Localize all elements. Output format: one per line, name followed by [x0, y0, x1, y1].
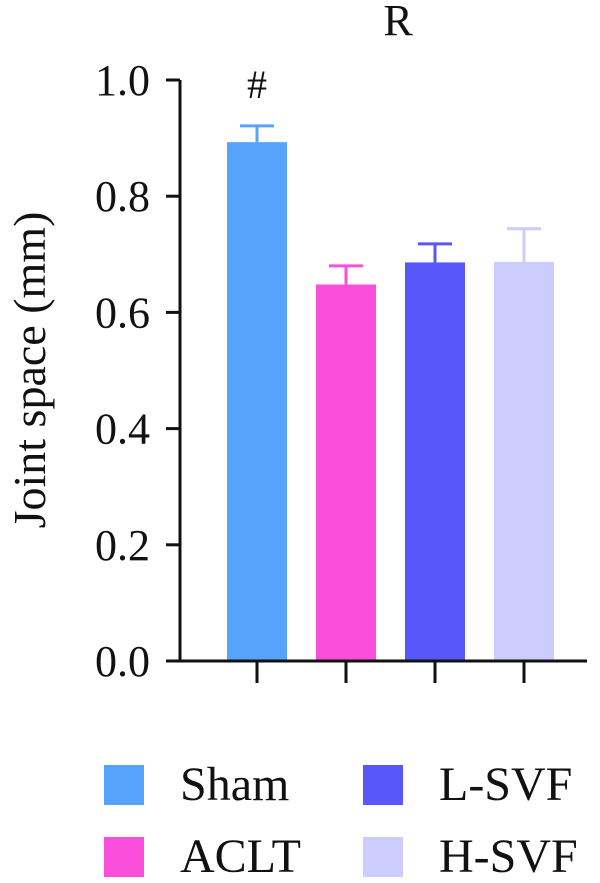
y-axis-ticks: 0.0 0.2 0.4 0.6 0.8 1.0 — [95, 56, 180, 686]
y-tick-label-4: 0.8 — [95, 172, 150, 221]
x-axis-ticks — [255, 661, 526, 683]
bar-l-svf — [405, 262, 465, 661]
y-tick-label-3: 0.6 — [95, 288, 150, 337]
annotation-sham: # — [247, 62, 267, 107]
bar-h-svf — [494, 261, 554, 661]
error-bars-group — [240, 124, 541, 285]
bars-group — [227, 142, 554, 662]
bar-sham — [227, 142, 287, 662]
y-tick-label-5: 1.0 — [95, 56, 150, 105]
y-tick-label-0: 0.0 — [95, 637, 150, 686]
y-tick-label-1: 0.2 — [95, 521, 150, 570]
bar-aclt — [316, 284, 376, 661]
y-tick-label-2: 0.4 — [95, 405, 150, 454]
annotations-group: # — [247, 62, 267, 107]
chart-title: R — [383, 0, 413, 45]
y-axis-label: Joint space (mm) — [4, 212, 55, 529]
